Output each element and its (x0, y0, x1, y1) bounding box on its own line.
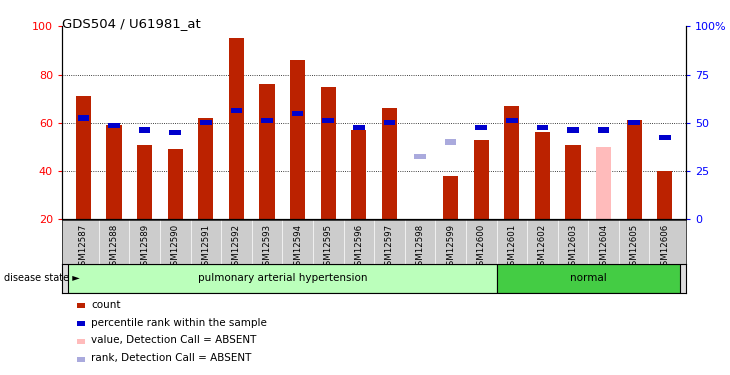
Text: GSM12606: GSM12606 (660, 224, 669, 271)
Bar (412, 219, 428, 263)
Text: count: count (91, 300, 120, 309)
Bar (504, 106, 520, 219)
Bar (320, 87, 336, 219)
Text: GSM12605: GSM12605 (630, 224, 639, 271)
Bar (445, 140, 456, 145)
Text: GSM12596: GSM12596 (354, 224, 364, 271)
Text: pulmonary arterial hypertension: pulmonary arterial hypertension (198, 273, 367, 284)
Text: GSM12594: GSM12594 (293, 224, 302, 271)
Text: GSM12601: GSM12601 (507, 224, 516, 271)
Bar (496, 264, 680, 292)
Text: GSM12588: GSM12588 (110, 224, 118, 271)
Bar (323, 118, 334, 123)
Bar (259, 84, 274, 219)
Bar (351, 130, 366, 219)
Bar (383, 120, 395, 126)
Text: GSM12592: GSM12592 (232, 224, 241, 271)
Bar (108, 123, 120, 128)
Bar (596, 147, 611, 219)
Text: GSM12587: GSM12587 (79, 224, 88, 271)
Text: GSM12603: GSM12603 (569, 224, 577, 271)
Bar (107, 125, 122, 219)
Bar (567, 128, 579, 133)
Text: GDS504 / U61981_at: GDS504 / U61981_at (62, 17, 201, 30)
Bar (565, 144, 580, 219)
Text: GSM12591: GSM12591 (201, 224, 210, 271)
Bar (475, 125, 487, 130)
Bar (137, 144, 153, 219)
Bar (200, 120, 212, 126)
Bar (261, 118, 273, 123)
Bar (76, 96, 91, 219)
Bar (657, 171, 672, 219)
Text: GSM12600: GSM12600 (477, 224, 485, 271)
Bar (169, 130, 181, 135)
Text: value, Detection Call = ABSENT: value, Detection Call = ABSENT (91, 336, 257, 345)
Bar (626, 120, 642, 219)
Text: GSM12599: GSM12599 (446, 224, 455, 271)
Text: percentile rank within the sample: percentile rank within the sample (91, 318, 267, 327)
Text: GSM12602: GSM12602 (538, 224, 547, 271)
Text: GSM12589: GSM12589 (140, 224, 149, 271)
Bar (353, 125, 365, 130)
Bar (139, 128, 150, 133)
Bar (414, 154, 426, 159)
Bar (443, 176, 458, 219)
Text: GSM12598: GSM12598 (415, 224, 425, 271)
Bar (77, 116, 89, 121)
Text: normal: normal (570, 273, 607, 284)
Bar (537, 125, 548, 130)
Bar (474, 140, 489, 219)
Bar (290, 60, 305, 219)
Bar (659, 135, 671, 140)
Text: GSM12590: GSM12590 (171, 224, 180, 271)
Bar (506, 118, 518, 123)
Bar (68, 264, 496, 292)
Text: GSM12593: GSM12593 (263, 224, 272, 271)
Bar (199, 118, 213, 219)
Bar (231, 108, 242, 113)
Bar (629, 120, 640, 126)
Text: disease state ►: disease state ► (4, 273, 80, 283)
Text: GSM12604: GSM12604 (599, 224, 608, 271)
Bar (228, 38, 244, 219)
Text: GSM12595: GSM12595 (323, 224, 333, 271)
Bar (292, 111, 304, 116)
Bar (168, 149, 183, 219)
Bar (382, 108, 397, 219)
Text: rank, Detection Call = ABSENT: rank, Detection Call = ABSENT (91, 354, 252, 363)
Bar (598, 128, 610, 133)
Text: GSM12597: GSM12597 (385, 224, 394, 271)
Bar (535, 132, 550, 219)
